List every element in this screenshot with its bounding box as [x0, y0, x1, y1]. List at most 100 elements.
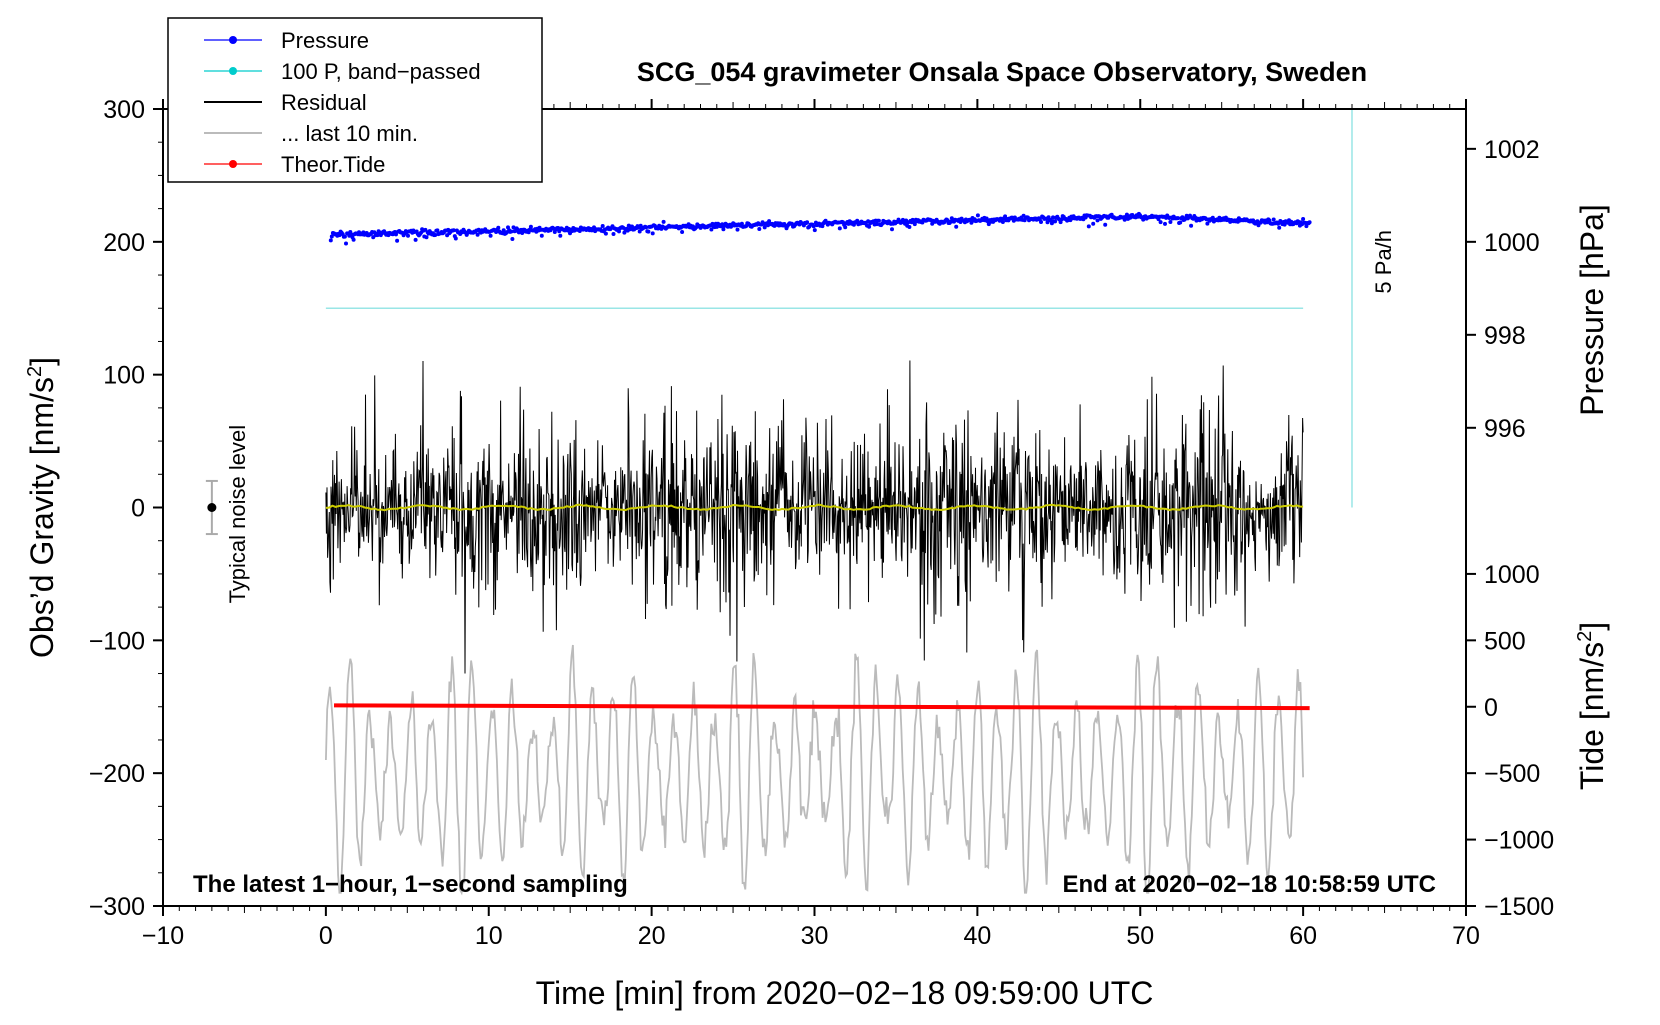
pressure-point — [496, 225, 501, 230]
pressure-point — [1053, 219, 1058, 224]
pressure-point — [1000, 220, 1005, 224]
x-tick-label: 0 — [319, 922, 333, 950]
pressure-point — [451, 228, 456, 233]
y-tick-label: −300 — [89, 893, 145, 921]
pressure-point — [735, 227, 740, 232]
pressure-point — [413, 237, 418, 242]
pressure-point — [394, 232, 398, 237]
pressure-point — [721, 227, 726, 232]
pressure-point — [1168, 220, 1173, 224]
pressure-point — [949, 216, 954, 221]
pressure-point — [1189, 223, 1194, 228]
pressure-point — [843, 225, 848, 230]
pressure-point — [600, 224, 605, 228]
pressure-point — [1277, 225, 1282, 230]
pressure-point — [1091, 221, 1096, 226]
y-tick-label: 200 — [103, 229, 145, 257]
y-tick-label: 300 — [103, 96, 145, 124]
pressure-point — [874, 222, 879, 227]
pressure-point — [1301, 217, 1306, 221]
theoretical-tide-line — [334, 703, 1310, 711]
pressure-tick-label: 996 — [1484, 415, 1526, 443]
pressure-point — [528, 224, 533, 229]
pressure-point — [661, 219, 666, 224]
pressure-point — [511, 225, 516, 230]
pressure-point — [757, 227, 762, 231]
pressure-point — [617, 229, 621, 234]
pressure-point — [424, 235, 429, 240]
pressure-point — [890, 227, 894, 232]
pressure-tick-label: 1000 — [1484, 229, 1540, 257]
y-axis-tide-title-sup: 2 — [1574, 631, 1596, 642]
pressure-point — [558, 233, 563, 238]
y-axis-tide-title-main: Tide [nm/s — [1574, 642, 1610, 790]
x-tick-label: 50 — [1126, 922, 1154, 950]
pressure-point — [433, 233, 438, 237]
x-tick-label: 10 — [475, 922, 503, 950]
pressure-point — [351, 237, 356, 242]
residual-line — [325, 360, 1304, 674]
y-axis-left-title-main: Obs’d Gravity [nm/s — [24, 377, 60, 658]
pressure-point — [1271, 217, 1276, 222]
pressure-point — [867, 224, 872, 229]
y-axis-left-title-sup: 2 — [24, 366, 46, 377]
x-axis-title: Time [min] from 2020−02−18 09:59:00 UTC — [536, 975, 1154, 1011]
pressure-point — [520, 231, 525, 235]
y-axis-tide-title: Tide [nm/s2] — [1574, 622, 1610, 790]
legend-swatch-marker — [229, 160, 237, 168]
y-tick-label: 0 — [131, 495, 145, 523]
tide-tick-label: 500 — [1484, 627, 1526, 655]
noise-level-label: Typical noise level — [225, 425, 250, 604]
x-tick-label: 60 — [1289, 922, 1317, 950]
pressure-point — [1163, 221, 1167, 226]
x-tick-label: 40 — [963, 922, 991, 950]
annotation-end-time: End at 2020−02−18 10:58:59 UTC — [1062, 871, 1436, 898]
pressure-point — [1205, 221, 1210, 226]
pressure-point — [739, 221, 744, 226]
pressure-point — [680, 230, 685, 234]
pressure-point — [329, 234, 334, 239]
pressure-point — [762, 225, 767, 230]
legend: Pressure 100 P, band−passed Residual ... la… — [167, 17, 543, 183]
pressure-point — [475, 232, 480, 237]
annotation-sampling: The latest 1−hour, 1−second sampling — [193, 871, 628, 898]
pressure-point — [1003, 214, 1008, 219]
pressure-point — [644, 225, 649, 230]
pressure-point — [646, 229, 651, 234]
pressure-point — [811, 224, 816, 229]
pressure-point — [1039, 220, 1043, 224]
pressure-tick-label: 998 — [1484, 322, 1526, 350]
pressure-point — [1178, 220, 1183, 225]
pressure-point — [539, 233, 544, 238]
legend-label: Theor.Tide — [281, 152, 385, 177]
pressure-point — [501, 228, 506, 233]
pressure-point — [328, 238, 333, 243]
tide-tick-label: 0 — [1484, 694, 1498, 722]
pressure-point — [453, 236, 458, 241]
pressure-point — [509, 229, 514, 234]
pressure-point — [709, 227, 714, 232]
pressure-point — [954, 224, 959, 229]
x-tick-label: 70 — [1452, 922, 1480, 950]
pressure-tick-label: 1002 — [1484, 136, 1540, 164]
pressure-point — [975, 213, 980, 218]
axes-layer: −10 0 10 20 30 40 50 60 70−300−200−1000100200300… — [89, 96, 1555, 950]
pressure-point — [1122, 217, 1127, 222]
noise-point — [207, 503, 217, 512]
pressure-point — [1086, 224, 1091, 229]
y-tick-label: −100 — [89, 627, 145, 655]
pressure-point — [1307, 220, 1312, 225]
rate-marker-label: 5 Pa/h — [1371, 230, 1396, 294]
legend-label: Pressure — [281, 28, 369, 53]
pressure-point — [837, 226, 842, 231]
pressure-point — [1304, 224, 1309, 229]
pressure-point — [1051, 215, 1055, 220]
pressure-point — [650, 231, 655, 236]
chart-title: SCG_054 gravimeter Onsala Space Observat… — [637, 57, 1367, 87]
tide-tick-label: −500 — [1484, 760, 1540, 788]
tide-tick-label: −1000 — [1484, 827, 1554, 855]
x-tick-label: 20 — [638, 922, 666, 950]
pressure-point — [375, 233, 380, 238]
y-tick-label: −200 — [89, 760, 145, 788]
